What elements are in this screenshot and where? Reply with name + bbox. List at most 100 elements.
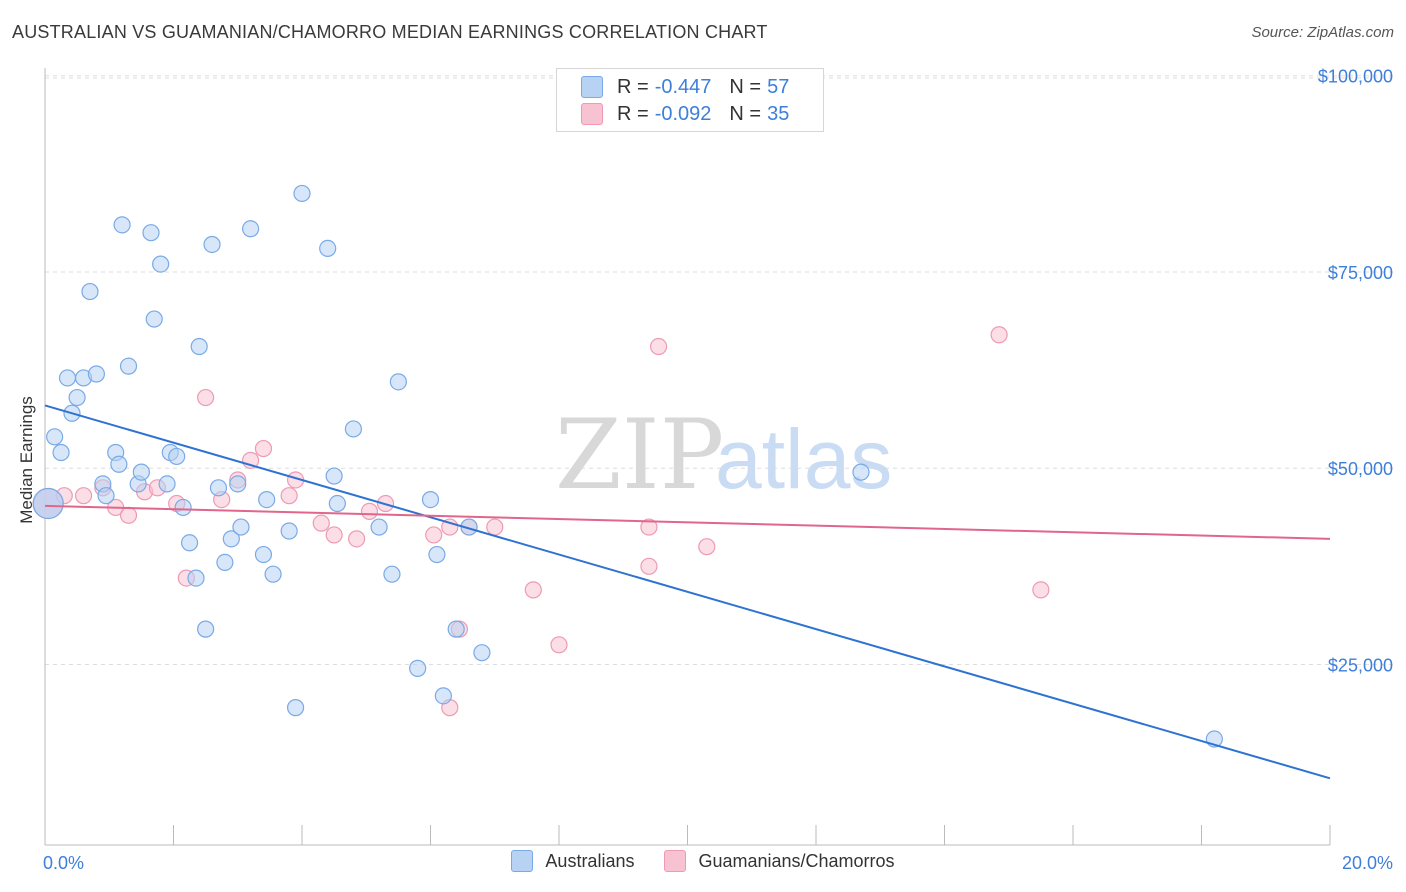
australians-point [409, 659, 427, 677]
legend-swatch-pink [581, 103, 603, 125]
australians-point [81, 282, 99, 301]
guamanians-point [325, 526, 343, 544]
legend-row-guamanians: R = -0.092 N = 35 [581, 102, 789, 126]
australians-point [473, 644, 491, 662]
australians-point [319, 239, 337, 257]
guamanians-point [640, 557, 658, 575]
australians-point [280, 522, 298, 540]
trend-lines [44, 404, 1331, 780]
y-tick-label: $50,000 [1328, 459, 1393, 479]
legend-swatch-pink [664, 850, 687, 872]
guamanians-point [698, 538, 716, 556]
watermark-zip: ZIP [555, 399, 724, 511]
australians-point [180, 534, 199, 552]
x-tick-label: 20.0% [1342, 853, 1393, 873]
australians-point [174, 498, 192, 517]
australians-point [222, 530, 240, 548]
australians-point [145, 310, 163, 328]
australians-point [216, 553, 234, 572]
x-tick-label: 0.0% [43, 853, 84, 873]
guamanians-point [74, 487, 93, 505]
watermark-atlas: atlas [715, 412, 892, 506]
legend-label: Australians [545, 850, 635, 871]
legend-label: Guamanians/Chamorros [698, 850, 895, 871]
guamanians-point [254, 439, 273, 458]
legend-row-australians: R = -0.447 N = 57 [581, 75, 789, 99]
australians-point [254, 545, 273, 564]
australians-point [258, 491, 276, 509]
r-label: R = [617, 75, 649, 98]
legend-item-australians[interactable]: Australians [511, 850, 634, 872]
australians-point [132, 463, 150, 481]
n-value: 57 [767, 75, 790, 98]
australians-point [168, 447, 186, 466]
australians-point [325, 467, 343, 485]
australians-point [152, 255, 170, 273]
guamanians-point [280, 487, 298, 505]
australians-point [293, 184, 311, 203]
y-axis-labels: $25,000 $50,000 $75,000 $100,000 [1318, 67, 1393, 676]
australians-point [389, 373, 407, 391]
australians-trend-line [44, 404, 1331, 780]
australians-point [68, 388, 86, 407]
australians-point [32, 487, 64, 520]
australians-point [447, 620, 465, 638]
guamanians-point [486, 518, 504, 536]
australians-point [434, 687, 452, 705]
y-tick-label: $75,000 [1328, 263, 1393, 283]
y-axis-title: Median Earnings [17, 396, 36, 524]
australians-point [242, 220, 260, 238]
x-axis-labels: 0.0% 20.0% [43, 853, 1393, 873]
guamanians-point [197, 388, 215, 407]
australians-point [87, 365, 106, 383]
australians-point [264, 565, 282, 583]
watermark: ZIP atlas [555, 399, 892, 511]
y-tick-label: $100,000 [1318, 67, 1393, 87]
guamanians-point [425, 526, 443, 544]
australians-point [428, 545, 446, 564]
guamanians-point [990, 326, 1008, 344]
australians-point [344, 420, 362, 438]
australians-point [421, 491, 440, 509]
australians-point [328, 494, 346, 513]
guamanians-point [348, 530, 366, 548]
guamanians-point [550, 636, 568, 654]
guamanians-trend-line [44, 504, 1331, 540]
legend-swatch-blue [581, 76, 603, 98]
australians-point [97, 487, 115, 505]
r-value: -0.447 [654, 75, 712, 98]
guamanians-point [640, 518, 658, 536]
guamanians-point [119, 506, 138, 524]
series-legend: Australians Guamanians/Chamorros [0, 850, 1406, 872]
australians-point [197, 620, 215, 638]
australians-point [52, 443, 70, 462]
r-label: R = [617, 102, 649, 125]
australians-point [119, 357, 138, 375]
n-label: N = [729, 102, 762, 125]
australians-point [370, 518, 388, 536]
guamanians-point [649, 337, 668, 356]
australians-point [113, 216, 131, 234]
y-tick-label: $25,000 [1328, 655, 1393, 675]
australians-point [203, 235, 221, 254]
australians-point [286, 699, 305, 717]
guamanians-point [1032, 581, 1050, 599]
source-credit: Source: ZipAtlas.com [1251, 24, 1394, 41]
guamanians-point [524, 581, 542, 599]
axes [44, 68, 1331, 846]
legend-item-guamanians[interactable]: Guamanians/Chamorros [664, 850, 895, 872]
legend-swatch-blue [511, 850, 534, 872]
australians-point [187, 569, 205, 587]
r-value: -0.092 [654, 102, 712, 125]
australians-point [142, 224, 160, 242]
australians-point [232, 518, 250, 536]
n-value: 35 [767, 102, 790, 125]
australians-point [110, 455, 128, 473]
australians-point [158, 475, 176, 493]
series-guamanians-points [32, 326, 1050, 717]
australians-point [209, 479, 228, 497]
guamanians-point [360, 502, 379, 520]
guamanians-point [312, 514, 330, 532]
australians-point [229, 475, 247, 493]
